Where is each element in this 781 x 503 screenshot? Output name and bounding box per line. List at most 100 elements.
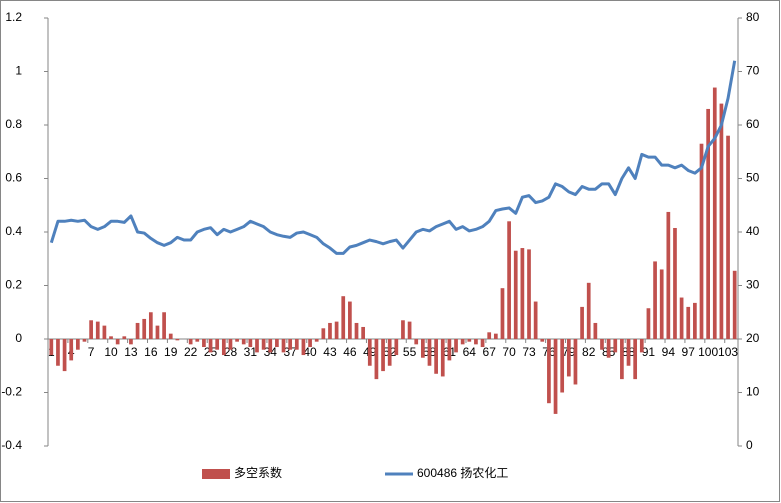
x-tick-label: 97 [682, 345, 696, 359]
bar [135, 322, 140, 339]
bar [235, 339, 239, 342]
y2-tick-label: 80 [746, 10, 760, 24]
y2-tick-label: 40 [746, 224, 760, 238]
bar [527, 249, 531, 339]
x-tick-label: 28 [224, 345, 238, 359]
x-tick-label: 103 [718, 345, 738, 359]
bar [175, 339, 180, 341]
bar [95, 321, 100, 339]
bar [500, 288, 505, 339]
x-tick-label: 91 [642, 345, 656, 359]
bar [102, 325, 107, 339]
bar [533, 301, 538, 339]
bar [480, 339, 485, 348]
y-tick-label: 0.8 [5, 117, 22, 131]
bar [241, 339, 246, 345]
x-tick-label: 82 [582, 345, 596, 359]
bar [301, 339, 306, 356]
x-tick-label: 19 [164, 345, 178, 359]
bar [261, 339, 266, 350]
legend-swatch [202, 469, 230, 479]
y2-tick-label: 20 [746, 331, 760, 345]
bar [573, 339, 578, 385]
bar [633, 339, 638, 380]
bar [208, 339, 213, 353]
bar [553, 339, 558, 414]
bar [281, 339, 286, 353]
y-tick-label: 0.2 [5, 278, 22, 292]
y-tick-label: 0.6 [5, 171, 22, 185]
bar [288, 339, 293, 350]
x-tick-label: 46 [343, 345, 357, 359]
bar [328, 322, 332, 339]
bar [493, 333, 498, 339]
bar [513, 250, 518, 339]
bar [407, 321, 412, 339]
x-tick-label: 67 [483, 345, 497, 359]
bar [56, 339, 60, 366]
bar [394, 339, 399, 356]
bar [381, 339, 385, 372]
bar [89, 320, 93, 339]
bar [606, 339, 611, 358]
bar [566, 339, 571, 377]
bar [440, 339, 445, 377]
x-tick-label: 13 [124, 345, 138, 359]
y-tick-label: -0.2 [1, 385, 22, 399]
y2-tick-label: 10 [746, 385, 760, 399]
bar [593, 322, 598, 339]
bar [334, 321, 339, 339]
bar [314, 339, 319, 342]
bar [341, 296, 346, 339]
bar [547, 339, 551, 404]
bar [454, 339, 458, 353]
x-tick-label: 64 [463, 345, 477, 359]
bar [361, 326, 366, 339]
bar [732, 270, 737, 339]
line [49, 60, 737, 255]
bar [228, 339, 233, 350]
bar [202, 339, 206, 348]
bar [712, 87, 717, 339]
x-tick-label: 16 [144, 345, 158, 359]
bar [693, 302, 697, 339]
bar [195, 339, 200, 342]
bar [162, 312, 166, 339]
bar [706, 108, 711, 339]
bar [474, 339, 478, 345]
y-tick-label: -0.4 [1, 438, 22, 452]
x-tick-label: 73 [522, 345, 536, 359]
y2-tick-label: 0 [746, 438, 753, 452]
bar [679, 297, 684, 339]
bar [387, 339, 392, 366]
bar [401, 320, 405, 339]
bar [659, 269, 664, 339]
bar [221, 339, 226, 356]
bar [321, 328, 326, 339]
bar [427, 339, 432, 366]
bar [268, 339, 273, 353]
bar [666, 211, 671, 339]
x-tick-label: 94 [662, 345, 676, 359]
x-tick-label: 7 [88, 345, 95, 359]
bar [275, 339, 279, 348]
bar [580, 306, 584, 339]
bar [414, 339, 419, 345]
x-tick-label: 40 [303, 345, 317, 359]
bar [142, 318, 147, 339]
bar [168, 333, 173, 339]
bar [686, 306, 691, 339]
bar [613, 339, 618, 353]
bar [109, 336, 113, 339]
bar [354, 322, 359, 339]
bar [487, 332, 492, 339]
bar [155, 325, 160, 339]
bar [467, 339, 472, 342]
x-tick-label: 10 [104, 345, 118, 359]
y-tick-label: 0.4 [5, 224, 22, 238]
bar [653, 261, 657, 339]
bar [348, 301, 352, 339]
x-tick-label: 100 [698, 345, 718, 359]
y2-tick-label: 30 [746, 278, 760, 292]
